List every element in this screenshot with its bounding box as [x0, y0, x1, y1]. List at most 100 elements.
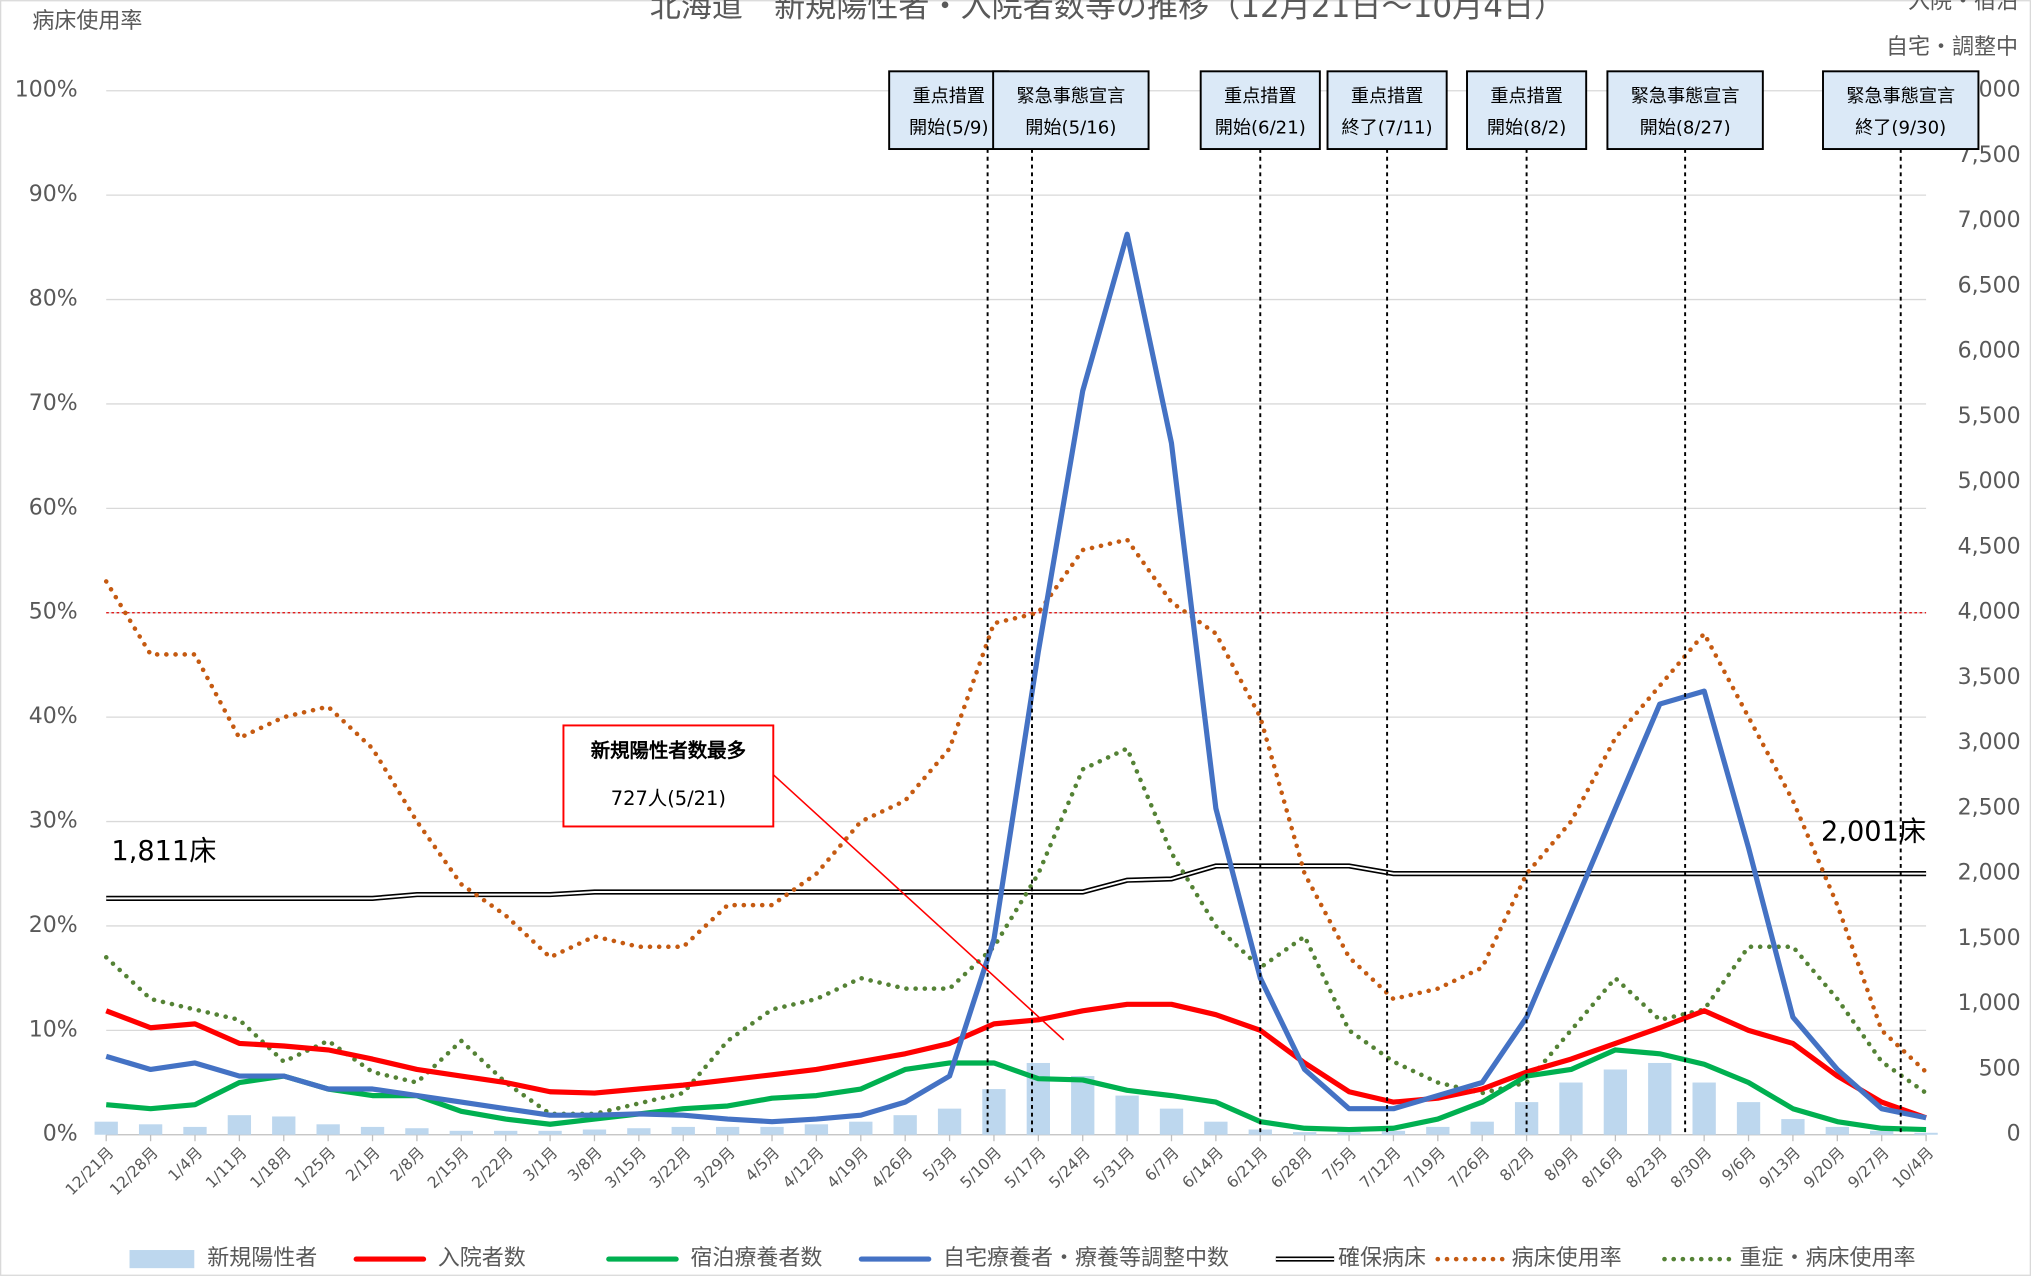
y-tick-label: 100%: [15, 78, 78, 103]
bar: [1648, 1062, 1672, 1135]
bar: [849, 1121, 873, 1135]
bar: [937, 1108, 962, 1135]
bar: [804, 1124, 829, 1135]
y-tick-label: 90%: [29, 182, 78, 207]
bar: [1381, 1130, 1406, 1135]
y2-tick-label: 0: [2007, 1122, 2021, 1147]
event-label: 緊急事態宣言: [1016, 86, 1125, 107]
bar: [316, 1124, 340, 1135]
bar: [1293, 1132, 1317, 1135]
y-tick-label: 30%: [29, 809, 78, 834]
bar: [272, 1116, 296, 1135]
legend-label: 確保病床: [1338, 1246, 1426, 1271]
y-tick-label: 70%: [29, 391, 78, 416]
bar: [183, 1126, 207, 1135]
line: [103, 745, 1929, 1117]
callout-line: [772, 774, 1065, 1041]
line: [103, 537, 1929, 1075]
y2-tick-label: 5,500: [1958, 404, 2021, 429]
event-box: [1606, 70, 1764, 151]
y2-tick-label: 6,000: [1958, 339, 2021, 364]
bar: [627, 1128, 651, 1135]
bar: [1914, 1132, 1938, 1135]
event-box: [992, 70, 1150, 151]
callout-label: 727人(5/21): [611, 787, 726, 810]
legend-label: 宿泊療養者数: [690, 1246, 822, 1271]
y2-tick-label: 3,000: [1958, 730, 2021, 755]
legend-swatch: [129, 1250, 195, 1269]
y2-tick-label: 5,000: [1958, 469, 2021, 494]
legend-label: 新規陽性者: [207, 1246, 317, 1271]
event-box: [1326, 70, 1448, 151]
bar: [227, 1115, 252, 1135]
bar: [1071, 1076, 1095, 1135]
event-box: [1466, 70, 1588, 151]
bar: [405, 1128, 429, 1135]
event-box: [1822, 70, 1980, 151]
bar: [538, 1130, 562, 1135]
event-label: 緊急事態宣言: [1846, 86, 1955, 107]
annotation: 2,001床: [1821, 816, 1926, 847]
y2-tick-label: 2,500: [1958, 795, 2021, 820]
bar: [360, 1126, 385, 1135]
callout-box: [562, 724, 775, 828]
bar: [760, 1126, 784, 1135]
event-label: 終了(7/11): [1342, 117, 1433, 138]
event-label: 開始(6/21): [1215, 117, 1306, 138]
y2-tick-label: 1,500: [1958, 926, 2021, 951]
bar: [893, 1115, 917, 1135]
y2-tick-label: 1,000: [1958, 991, 2021, 1016]
legend-label: 重症・病床使用率: [1740, 1246, 1916, 1271]
line: [105, 1001, 1927, 1121]
y-tick-label: 10%: [29, 1017, 78, 1042]
event-label: 開始(8/27): [1640, 117, 1731, 138]
bar: [1692, 1082, 1716, 1135]
bar: [1559, 1082, 1583, 1135]
y2-tick-label: 3,500: [1958, 665, 2021, 690]
legend-label: 病床使用率: [1512, 1246, 1622, 1271]
bar: [138, 1124, 163, 1135]
y2-tick-label: 6,500: [1958, 273, 2021, 298]
bar: [1204, 1121, 1228, 1135]
y-tick-label: 60%: [29, 495, 78, 520]
y2-tick-label: 4,000: [1958, 600, 2021, 625]
event-label: 開始(8/2): [1487, 117, 1567, 138]
event-label: 開始(5/16): [1025, 117, 1116, 138]
chart-title: 北海道 新規陽性者・入院者数等の推移（12月21日～10月4日）: [650, 0, 1565, 25]
y-tick-label: 40%: [29, 704, 78, 729]
bar: [982, 1089, 1006, 1135]
y-tick-label: 0%: [43, 1122, 78, 1147]
line: [105, 231, 1927, 1125]
bar: [1825, 1126, 1849, 1135]
y2-tick-label: 4,500: [1958, 534, 2021, 559]
bar: [671, 1126, 695, 1135]
y2-axis-label: 入院・宿泊: [1908, 0, 2018, 15]
bar: [582, 1129, 607, 1135]
bar: [1426, 1126, 1450, 1135]
y2-tick-label: 7,000: [1958, 208, 2021, 233]
line-inner: [106, 864, 1927, 900]
event-label: 開始(5/9): [909, 117, 989, 138]
legend-label: 入院者数: [438, 1246, 526, 1271]
y-tick-label: 80%: [29, 287, 78, 312]
event-label: 重点措置: [1490, 86, 1563, 107]
event-label: 終了(9/30): [1855, 117, 1946, 138]
event-label: 重点措置: [912, 86, 985, 107]
callout-label: 新規陽性者数最多: [591, 739, 746, 762]
bar: [449, 1130, 473, 1135]
bar: [1115, 1095, 1139, 1135]
annotation: 1,811床: [111, 836, 216, 867]
bar: [1781, 1119, 1805, 1135]
bar: [715, 1126, 740, 1135]
event-label: 緊急事態宣言: [1631, 86, 1740, 107]
y-tick-label: 20%: [29, 913, 78, 938]
bar: [1603, 1069, 1628, 1135]
event-label: 重点措置: [1351, 86, 1424, 107]
event-box: [1199, 70, 1321, 151]
y2-axis-label: 自宅・調整中: [1886, 35, 2018, 60]
bar: [1159, 1108, 1184, 1135]
y2-tick-label: 2,000: [1958, 861, 2021, 886]
bar: [494, 1130, 518, 1135]
